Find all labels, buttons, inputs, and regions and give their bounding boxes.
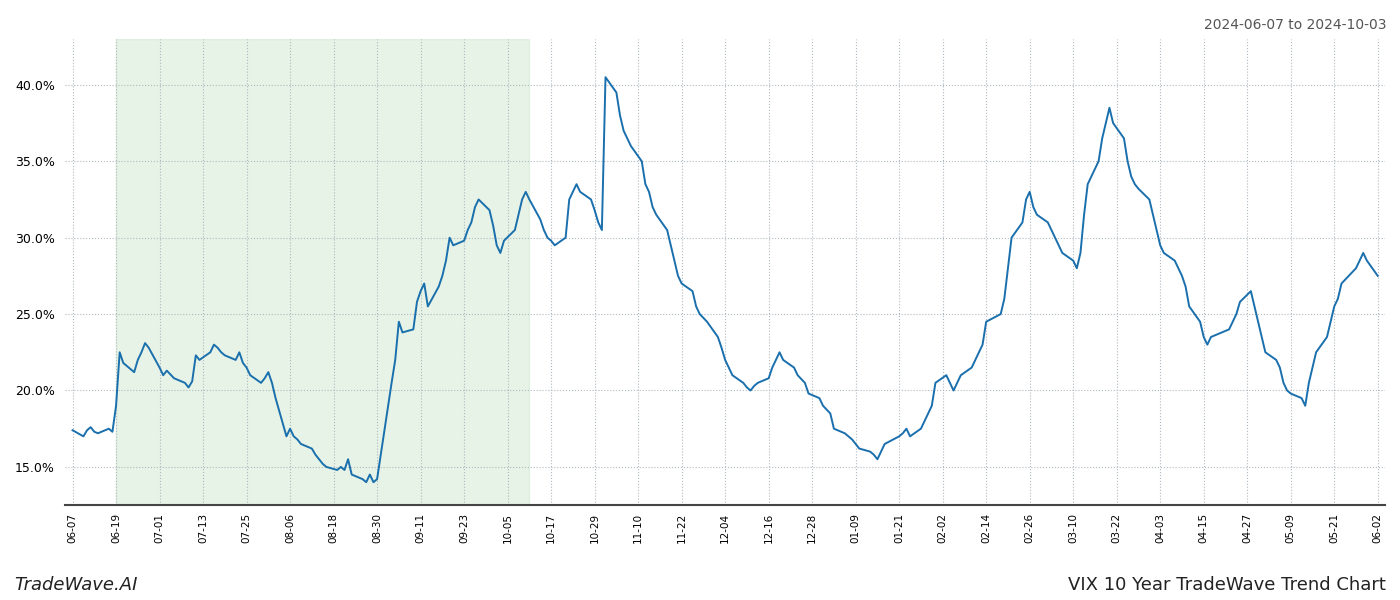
- Bar: [116, 39, 529, 505]
- Text: VIX 10 Year TradeWave Trend Chart: VIX 10 Year TradeWave Trend Chart: [1068, 576, 1386, 594]
- Text: 2024-06-07 to 2024-10-03: 2024-06-07 to 2024-10-03: [1204, 18, 1386, 32]
- Text: TradeWave.AI: TradeWave.AI: [14, 576, 137, 594]
